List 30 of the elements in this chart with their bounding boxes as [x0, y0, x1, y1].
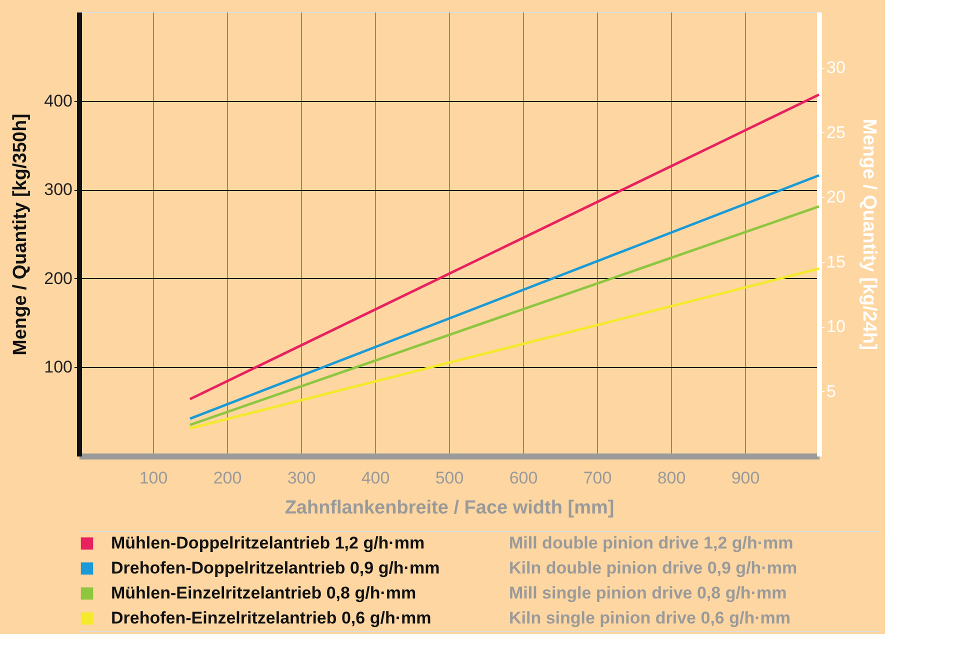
- y2-tick-label: 20: [826, 188, 846, 207]
- y2-axis-title: Menge / Quantity [kg/24h]: [858, 118, 880, 350]
- y2-tick-label: 10: [826, 317, 846, 336]
- text: Mill single pinion drive 0,8 g/h·mm: [509, 584, 787, 602]
- y-tick-label: 100: [44, 358, 72, 377]
- x-tick-label: 100: [139, 468, 168, 488]
- x-tick-label: 900: [731, 468, 760, 488]
- y2-tick-label: 15: [826, 252, 846, 272]
- x-axis-title: Zahnflankenbreite / Face width [mm]: [284, 498, 614, 518]
- x-tick-label: 600: [509, 468, 538, 488]
- x-tick-label: 200: [213, 468, 242, 488]
- x-tick-label: 400: [361, 468, 390, 488]
- legend-label: Drehofen-Doppelritzelantrieb 0,9 g/h·mm: [111, 558, 440, 578]
- x-tick-label: 700: [583, 468, 612, 488]
- y-tick-label: 200: [44, 268, 72, 288]
- x-tick-label: 300: [287, 468, 316, 488]
- legend-label: Mühlen-Einzelritzelantrieb 0,8 g/h·mm: [111, 584, 416, 602]
- y2-tick-label: 25: [826, 122, 846, 142]
- text: Kiln single pinion drive 0,6 g/h·mm: [509, 608, 790, 628]
- y-axis-title: Menge / Quantity [kg/350h]: [10, 114, 32, 356]
- legend-label: Mühlen-Doppelritzelantrieb 1,2 g/h·mm: [111, 534, 425, 552]
- text: Mill double pinion drive 1,2 g/h·mm: [509, 534, 794, 552]
- text: Kiln double pinion drive 0,9 g/h·mm: [509, 558, 798, 578]
- x-tick-label: 500: [435, 468, 464, 488]
- y2-tick-label: 30: [826, 58, 846, 78]
- y2-tick-label: 5: [826, 382, 836, 401]
- y-tick-label: 300: [44, 180, 72, 200]
- legend-label: Drehofen-Einzelritzelantrieb 0,6 g/h·mm: [111, 608, 432, 628]
- y-tick-label: 400: [44, 91, 72, 110]
- x-tick-label: 800: [657, 468, 686, 488]
